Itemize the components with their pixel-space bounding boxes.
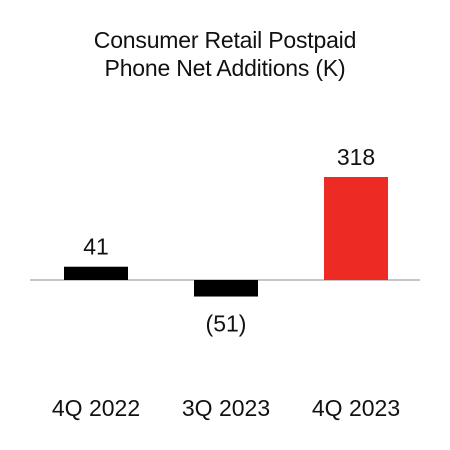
- chart-title: Consumer Retail Postpaid Phone Net Addit…: [0, 26, 450, 82]
- category-label-3q-2023: 3Q 2023: [182, 395, 270, 421]
- category-label-4q-2023: 4Q 2023: [312, 395, 400, 421]
- value-label-4q-2022: 41: [83, 234, 109, 260]
- chart-title-line-2: Phone Net Additions (K): [104, 55, 346, 81]
- value-label-4q-2023: 318: [337, 144, 375, 170]
- category-label-4q-2022: 4Q 2022: [52, 395, 140, 421]
- bar-3q-2023: [194, 280, 258, 297]
- bar-4q-2023: [324, 177, 388, 280]
- value-label-3q-2023: (51): [206, 311, 247, 337]
- bar-4q-2022: [64, 266, 128, 280]
- chart-title-line-1: Consumer Retail Postpaid: [93, 27, 357, 53]
